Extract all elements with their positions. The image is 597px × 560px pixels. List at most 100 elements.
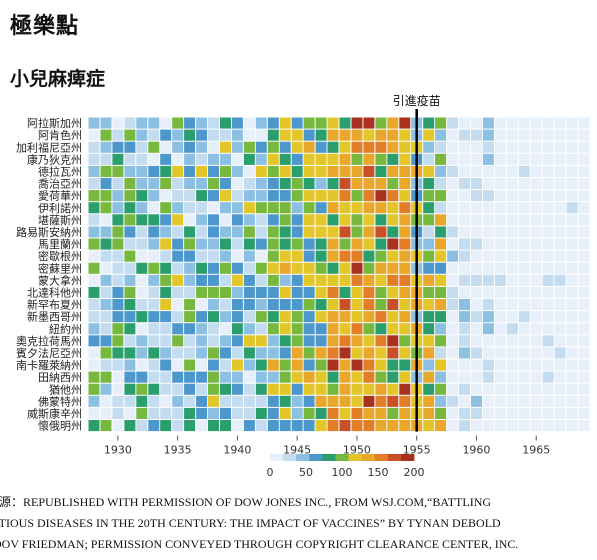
state-label: 佛蒙特州	[38, 394, 82, 408]
heatmap-cell	[88, 359, 100, 371]
heatmap-cell	[184, 274, 196, 286]
heatmap-cell	[231, 129, 243, 141]
heatmap-cell	[399, 165, 411, 177]
heatmap-cell	[279, 202, 291, 214]
heatmap-cell	[363, 190, 375, 202]
vaccine-annotation: 引進疫苗	[393, 93, 441, 432]
heatmap-cell	[124, 178, 136, 190]
heatmap-cell	[184, 286, 196, 298]
heatmap-cell	[554, 407, 566, 419]
heatmap-cell	[471, 214, 482, 226]
heatmap-cell	[387, 202, 399, 214]
heatmap-cell	[208, 371, 219, 383]
heatmap-cell	[184, 214, 196, 226]
heatmap-cell	[243, 299, 255, 311]
heatmap-cell	[363, 371, 375, 383]
heatmap-cell	[279, 262, 291, 274]
heatmap-cell	[148, 335, 160, 347]
heatmap-cell	[423, 335, 435, 347]
heatmap-cell	[112, 383, 124, 395]
heatmap-cell	[471, 178, 482, 190]
heatmap-cell	[471, 420, 482, 432]
heatmap-cell	[208, 214, 219, 226]
heatmap-cell	[578, 202, 590, 214]
heatmap-cell	[327, 286, 339, 298]
heatmap-cell	[124, 202, 136, 214]
heatmap-cell	[327, 311, 339, 323]
state-label: 密歇根州	[38, 249, 82, 263]
heatmap-cell	[243, 323, 255, 335]
heatmap-cell	[375, 178, 387, 190]
heatmap-cell	[291, 141, 303, 153]
heatmap-cell	[578, 407, 590, 419]
heatmap-cell	[566, 153, 578, 165]
heatmap-cell	[339, 371, 351, 383]
heatmap-cell	[184, 262, 196, 274]
heatmap-cell	[447, 214, 459, 226]
heatmap-cell	[88, 299, 100, 311]
heatmap-cell	[494, 214, 506, 226]
heatmap-cell	[315, 347, 327, 359]
heatmap-cell	[100, 311, 112, 323]
heatmap-cell	[518, 407, 530, 419]
heatmap-cell	[375, 323, 387, 335]
heatmap-cell	[482, 359, 494, 371]
heatmap-cell	[518, 420, 530, 432]
heatmap-cell	[100, 238, 112, 250]
heatmap-cell	[303, 117, 315, 129]
heatmap-cell	[243, 250, 255, 262]
heatmap-cell	[172, 117, 184, 129]
heatmap-cell	[148, 202, 160, 214]
heatmap-cell	[208, 226, 219, 238]
heatmap-cell	[339, 323, 351, 335]
heatmap-cell	[542, 226, 554, 238]
heatmap-cell	[267, 250, 279, 262]
heatmap-cell	[243, 165, 255, 177]
heatmap-cell	[88, 335, 100, 347]
heatmap-cell	[196, 129, 208, 141]
heatmap-cell	[196, 165, 208, 177]
heatmap-cell	[184, 347, 196, 359]
heatmap-cell	[136, 141, 148, 153]
heatmap-cell	[315, 274, 327, 286]
heatmap-cell	[339, 286, 351, 298]
heatmap-cell	[267, 407, 279, 419]
heatmap-cell	[327, 299, 339, 311]
heatmap-cell	[136, 117, 148, 129]
heatmap-cell	[435, 262, 447, 274]
heatmap-cell	[447, 141, 459, 153]
heatmap-cell	[494, 299, 506, 311]
heatmap-cell	[530, 238, 542, 250]
heatmap-cell	[208, 323, 219, 335]
heatmap-cell	[554, 178, 566, 190]
heatmap-cell	[112, 371, 124, 383]
heatmap-cell	[399, 226, 411, 238]
heatmap-cell	[578, 190, 590, 202]
heatmap-cell	[196, 383, 208, 395]
heatmap-cell	[482, 117, 494, 129]
heatmap-cell	[172, 190, 184, 202]
heatmap-cell	[327, 129, 339, 141]
heatmap-cell	[112, 395, 124, 407]
heatmap-cell	[315, 407, 327, 419]
heatmap-cell	[506, 383, 518, 395]
heatmap-cell	[566, 311, 578, 323]
heatmap-cell	[303, 129, 315, 141]
heatmap-cell	[351, 214, 363, 226]
x-tick-label: 1965	[522, 444, 550, 457]
heatmap-cell	[88, 153, 100, 165]
heatmap-cell	[303, 335, 315, 347]
heatmap-cell	[387, 347, 399, 359]
heatmap-cell	[363, 129, 375, 141]
heatmap-cell	[88, 383, 100, 395]
heatmap-cell	[220, 117, 231, 129]
heatmap-cell	[530, 141, 542, 153]
heatmap-cell	[100, 117, 112, 129]
heatmap-cell	[172, 323, 184, 335]
legend-swatch	[283, 454, 297, 461]
heatmap-cell	[554, 226, 566, 238]
heatmap-cell	[220, 129, 231, 141]
heatmap-cell	[423, 153, 435, 165]
heatmap-cell	[255, 383, 267, 395]
heatmap-cell	[542, 347, 554, 359]
